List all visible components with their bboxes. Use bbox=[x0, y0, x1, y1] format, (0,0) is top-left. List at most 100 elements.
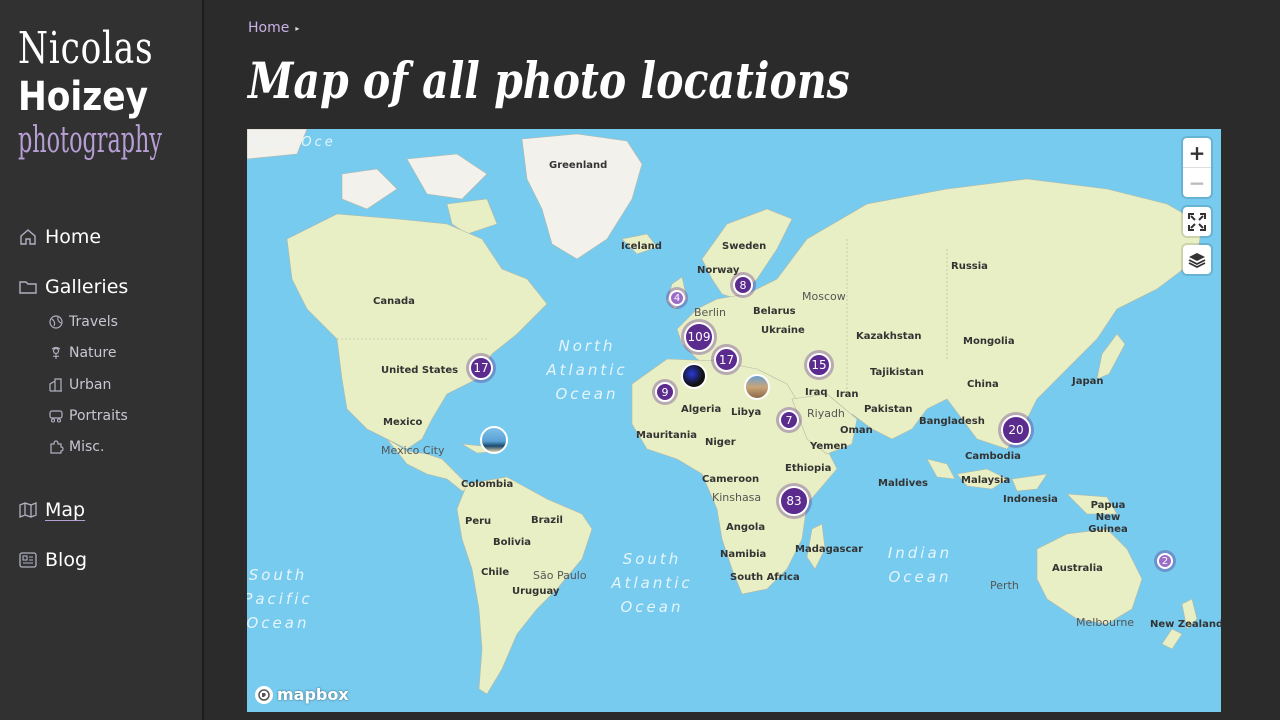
label-iran: Iran bbox=[836, 389, 859, 400]
map-icon bbox=[19, 502, 37, 518]
breadcrumb-separator-icon: ▸ bbox=[295, 23, 300, 33]
label-south-pacific-ocean: South Pacific Ocean bbox=[247, 566, 313, 632]
nav-blog[interactable]: Blog bbox=[18, 549, 87, 571]
nav-sub-portraits[interactable]: Portraits bbox=[48, 408, 128, 424]
world-map[interactable]: Greenland Iceland Sweden Norway Russia B… bbox=[247, 129, 1221, 712]
label-cambodia: Cambodia bbox=[965, 451, 1021, 462]
mapbox-icon bbox=[255, 685, 273, 704]
label-niger: Niger bbox=[705, 437, 736, 448]
photo-marker[interactable] bbox=[480, 426, 508, 454]
label-ethiopia: Ethiopia bbox=[785, 463, 832, 474]
label-iraq: Iraq bbox=[805, 387, 828, 398]
label-new-zealand: New Zealand bbox=[1150, 619, 1221, 630]
nav-sub-urban-label: Urban bbox=[69, 377, 112, 393]
label-sao-paulo: São Paulo bbox=[533, 569, 587, 582]
label-kazakhstan: Kazakhstan bbox=[856, 331, 922, 342]
folder-icon bbox=[19, 281, 37, 294]
marker-cluster[interactable]: 20 bbox=[1001, 415, 1031, 445]
nav-sub-nature[interactable]: Nature bbox=[48, 345, 116, 361]
label-yemen: Yemen bbox=[810, 441, 848, 452]
nav-map[interactable]: Map bbox=[18, 499, 85, 521]
nav-home[interactable]: Home bbox=[18, 226, 101, 248]
label-pakistan: Pakistan bbox=[864, 404, 913, 415]
sidebar: Nicolas Hoizey photography Home Gallerie… bbox=[0, 0, 204, 720]
marker-cluster[interactable]: 83 bbox=[779, 486, 809, 516]
logo-name-last: Hoizey bbox=[18, 74, 148, 120]
label-mexico: Mexico bbox=[383, 417, 423, 428]
nav-sub-urban[interactable]: Urban bbox=[48, 377, 111, 393]
nav-sub-travels[interactable]: Travels bbox=[48, 314, 118, 330]
layers-button[interactable] bbox=[1183, 245, 1211, 274]
label-angola: Angola bbox=[726, 522, 766, 533]
marker-cluster[interactable]: 15 bbox=[807, 353, 831, 377]
label-papua-new-guinea: Papua New Guinea bbox=[1088, 500, 1128, 535]
logo-tagline: photography bbox=[18, 120, 163, 161]
marker-cluster[interactable]: 8 bbox=[733, 275, 753, 295]
photo-marker[interactable] bbox=[681, 363, 707, 389]
marker-cluster[interactable]: 17 bbox=[469, 356, 493, 380]
label-chile: Chile bbox=[481, 567, 510, 578]
page-title: Map of all photo locations bbox=[248, 51, 850, 110]
label-sweden: Sweden bbox=[722, 241, 767, 252]
label-cameroon: Cameroon bbox=[702, 474, 760, 485]
nav-galleries[interactable]: Galleries bbox=[18, 276, 128, 298]
mapbox-label: mapbox bbox=[277, 685, 349, 704]
layers-icon bbox=[1188, 252, 1206, 268]
label-namibia: Namibia bbox=[720, 549, 767, 560]
label-melbourne: Melbourne bbox=[1076, 616, 1135, 629]
fullscreen-button[interactable] bbox=[1183, 207, 1211, 236]
label-uruguay: Uruguay bbox=[512, 586, 560, 597]
breadcrumb-home-link[interactable]: Home bbox=[248, 20, 290, 36]
label-berlin: Berlin bbox=[694, 306, 726, 319]
photo-marker[interactable] bbox=[744, 374, 770, 400]
label-peru: Peru bbox=[465, 516, 492, 527]
mapbox-logo[interactable]: mapbox bbox=[255, 685, 349, 704]
label-iceland: Iceland bbox=[621, 241, 662, 252]
label-libya: Libya bbox=[731, 407, 762, 418]
label-arctic-ocean: Arctic Oce bbox=[247, 135, 336, 150]
marker-cluster[interactable]: 109 bbox=[684, 322, 714, 352]
globe-icon bbox=[49, 315, 63, 329]
nav-sub-misc[interactable]: Misc. bbox=[48, 439, 104, 455]
label-norway: Norway bbox=[697, 265, 740, 276]
marker-cluster[interactable]: 9 bbox=[655, 382, 675, 402]
zoom-in-button[interactable]: + bbox=[1188, 140, 1206, 165]
marker-cluster[interactable]: 2 bbox=[1157, 553, 1173, 569]
label-kinshasa: Kinshasa bbox=[712, 491, 762, 504]
label-south-africa: South Africa bbox=[730, 572, 800, 583]
home-icon bbox=[20, 229, 36, 245]
label-united-states: United States bbox=[381, 365, 459, 376]
label-japan: Japan bbox=[1072, 376, 1104, 387]
marker-cluster[interactable]: 4 bbox=[669, 290, 685, 306]
nav-blog-label: Blog bbox=[45, 549, 87, 571]
news-icon bbox=[19, 552, 37, 568]
marker-cluster[interactable]: 7 bbox=[779, 410, 799, 430]
label-south-atlantic-ocean: South Atlantic Ocean bbox=[611, 550, 693, 616]
label-ukraine: Ukraine bbox=[761, 325, 805, 336]
label-north-atlantic-ocean: North Atlantic Ocean bbox=[546, 337, 628, 403]
puzzle-icon bbox=[50, 440, 64, 454]
site-logo[interactable]: Nicolas Hoizey photography bbox=[18, 24, 188, 162]
breadcrumb: Home ▸ bbox=[248, 20, 299, 36]
portrait-icon bbox=[49, 410, 63, 423]
nav-sub-misc-label: Misc. bbox=[69, 439, 105, 455]
label-indian-ocean: Indian Ocean bbox=[887, 544, 953, 586]
label-malaysia: Malaysia bbox=[961, 475, 1011, 486]
label-bolivia: Bolivia bbox=[493, 537, 532, 548]
label-greenland: Greenland bbox=[549, 160, 608, 171]
zoom-out-button[interactable]: − bbox=[1183, 167, 1211, 197]
flower-icon bbox=[51, 346, 61, 359]
layers-control bbox=[1183, 245, 1211, 274]
marker-cluster[interactable]: 17 bbox=[714, 347, 739, 372]
nav-home-label: Home bbox=[45, 226, 102, 248]
label-tajikistan: Tajikistan bbox=[870, 367, 924, 378]
label-russia: Russia bbox=[951, 261, 988, 272]
label-china: China bbox=[967, 379, 999, 390]
label-belarus: Belarus bbox=[753, 306, 796, 317]
label-oman: Oman bbox=[840, 425, 873, 436]
label-brazil: Brazil bbox=[531, 515, 563, 526]
label-australia: Australia bbox=[1052, 563, 1103, 574]
label-indonesia: Indonesia bbox=[1003, 494, 1058, 505]
label-canada: Canada bbox=[373, 296, 415, 307]
logo-name-first: Nicolas bbox=[18, 23, 154, 74]
